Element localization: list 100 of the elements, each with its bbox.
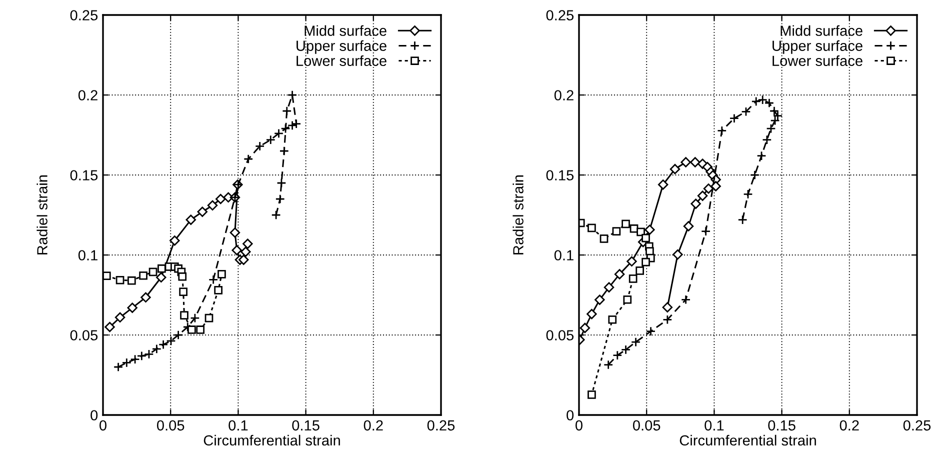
y-tick-label: 0.05: [70, 330, 98, 340]
point: [680, 294, 691, 304]
point: [697, 190, 708, 201]
point: [662, 314, 672, 324]
legend-label: Upper surface: [296, 40, 386, 54]
point: [114, 312, 126, 323]
point: [127, 276, 136, 285]
point: [743, 189, 753, 200]
point: [254, 141, 265, 152]
point: [756, 150, 766, 161]
point: [594, 294, 605, 305]
point: [588, 390, 596, 399]
point: [646, 247, 654, 256]
point: [291, 118, 302, 129]
x-tick-label: 0.25: [427, 420, 455, 431]
point: [717, 126, 727, 136]
point: [690, 157, 700, 168]
x-tick-label: 0: [576, 420, 582, 431]
x-tick-label: 0.2: [840, 420, 859, 431]
point: [103, 272, 111, 280]
point: [758, 94, 768, 105]
point: [662, 302, 673, 312]
point: [214, 286, 222, 294]
point: [603, 360, 614, 370]
point: [636, 266, 644, 275]
point: [282, 106, 292, 116]
point: [144, 349, 154, 360]
point: [738, 214, 748, 225]
point: [207, 200, 218, 211]
point: [178, 272, 187, 281]
point: [140, 292, 151, 303]
x-tick-label: 0.25: [903, 420, 931, 431]
point: [628, 274, 638, 283]
point: [196, 326, 205, 334]
x-axis-title: Circumferential strain: [680, 434, 816, 446]
point: [644, 224, 655, 235]
point: [122, 358, 132, 368]
point: [642, 258, 650, 266]
point: [238, 254, 249, 265]
point: [690, 198, 701, 209]
point: [612, 227, 621, 236]
point: [180, 311, 188, 320]
point: [170, 235, 180, 246]
point: [148, 268, 158, 276]
point: [670, 164, 680, 174]
point: [287, 90, 298, 100]
point: [243, 154, 254, 164]
point: [242, 238, 253, 249]
legend-label: Lower surface: [296, 55, 386, 66]
point: [622, 220, 630, 228]
point: [279, 146, 290, 156]
point: [156, 272, 166, 283]
y-tick-label: 0.25: [546, 10, 574, 20]
point: [588, 224, 596, 232]
point: [608, 315, 617, 324]
point: [623, 295, 632, 304]
y-tick-label: 0.1: [78, 250, 98, 260]
point: [208, 274, 218, 284]
x-tick-label: 0.15: [292, 420, 320, 431]
point: [630, 337, 641, 347]
x-tick-label: 0.2: [364, 420, 383, 431]
point: [186, 214, 196, 225]
y-tick-label: 0.25: [70, 10, 98, 20]
x-tick-label: 0.1: [228, 420, 248, 431]
point: [741, 106, 751, 116]
point: [683, 221, 694, 232]
point: [680, 157, 691, 168]
y-tick-label: 0.2: [554, 90, 574, 100]
point: [658, 179, 668, 190]
point: [750, 170, 760, 180]
x-tick-label: 0: [100, 420, 106, 431]
point: [762, 134, 772, 145]
x-tick-label: 0.1: [704, 420, 724, 431]
point: [113, 362, 124, 372]
point: [173, 330, 184, 340]
point: [672, 249, 683, 260]
point: [216, 194, 226, 204]
point: [630, 224, 638, 233]
point: [751, 96, 761, 106]
point: [586, 308, 597, 320]
point: [230, 227, 240, 238]
y-axis-title: Radiel strain: [512, 175, 524, 254]
y-tick-label: 0.15: [70, 170, 98, 180]
point: [703, 183, 714, 194]
x-axis-title: Circumferential strain: [204, 434, 340, 446]
point: [190, 313, 200, 323]
x-tick-label: 0.05: [156, 420, 184, 431]
y-axis-title: Radiel strain: [36, 175, 48, 254]
y-tick-label: 0.1: [554, 250, 574, 260]
point: [764, 98, 774, 108]
point: [139, 271, 148, 280]
point: [612, 350, 622, 360]
legend-label: Lower surface: [772, 55, 862, 66]
y-tick-label: 0: [90, 410, 98, 420]
point: [710, 181, 721, 192]
point: [729, 114, 740, 124]
y-tick-label: 0.05: [546, 330, 574, 340]
point: [188, 326, 196, 334]
point: [204, 314, 214, 322]
x-tick-label: 0.05: [632, 420, 660, 431]
